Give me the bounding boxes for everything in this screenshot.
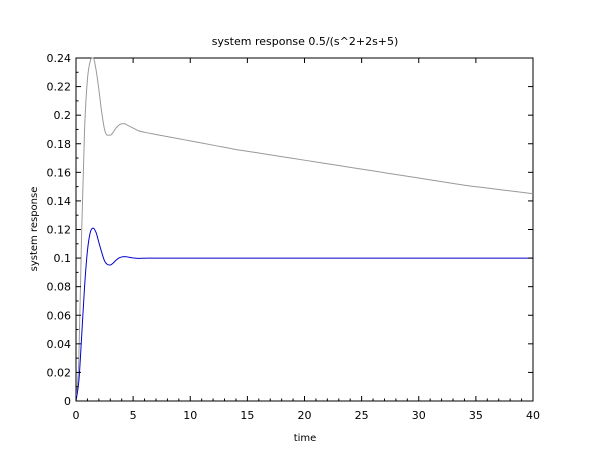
y-tick-label: 0.14 <box>47 195 72 208</box>
y-tick-label: 0.2 <box>54 109 72 122</box>
x-tick-label: 40 <box>526 409 540 422</box>
y-tick-label: 0 <box>64 395 71 408</box>
y-tick-label: 0.22 <box>47 81 72 94</box>
y-tick-label: 0.06 <box>47 309 72 322</box>
x-tick-label: 30 <box>412 409 426 422</box>
y-tick-label: 0.12 <box>47 224 72 237</box>
x-tick-label: 10 <box>183 409 197 422</box>
x-tick-label: 25 <box>355 409 369 422</box>
x-tick-label: 0 <box>73 409 80 422</box>
series-line-1 <box>75 57 534 402</box>
series-line-2 <box>75 227 533 402</box>
y-tick-label: 0.04 <box>47 338 72 351</box>
series-layer <box>75 57 534 402</box>
x-tick-label: 35 <box>469 409 483 422</box>
y-axis-label: system response <box>29 187 40 272</box>
x-tick-label: 5 <box>130 409 137 422</box>
y-axis: 0 0.02 0.04 0.06 0.08 0.1 0.12 0.14 0.16 0.18 0.2 0… <box>47 52 533 408</box>
y-tick-label: 0.18 <box>47 138 72 151</box>
x-tick-label: 20 <box>298 409 312 422</box>
y-tick-label: 0.02 <box>47 366 72 379</box>
y-tick-label: 0.1 <box>54 252 72 265</box>
y-tick-label: 0.16 <box>47 166 72 179</box>
chart-title: system response 0.5/(s^2+2s+5) <box>212 35 399 48</box>
x-tick-label: 15 <box>240 409 254 422</box>
y-tick-label: 0.08 <box>47 281 72 294</box>
x-axis-label: time <box>294 433 317 444</box>
y-tick-label: 0.24 <box>47 52 72 65</box>
x-axis: 0 5 10 15 20 25 30 35 40 <box>73 58 540 422</box>
